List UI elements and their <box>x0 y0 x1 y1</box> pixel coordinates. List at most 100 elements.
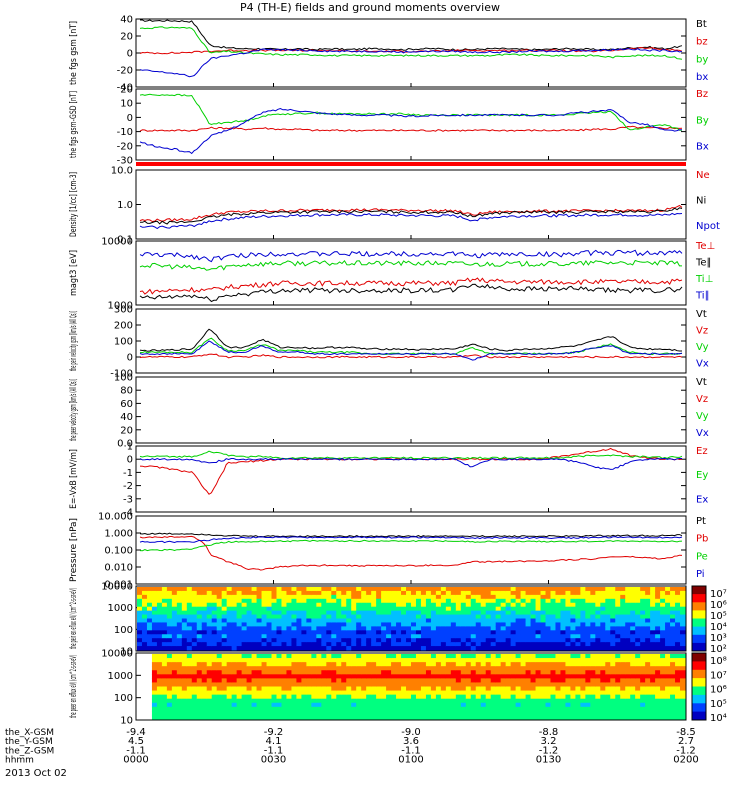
legend-Pt: Pt <box>696 516 706 527</box>
y-tick-label: -100 <box>110 369 133 380</box>
y-tick-label: 20 <box>120 85 133 96</box>
legend-Vz: Vz <box>696 325 708 336</box>
y-tick-label: 40 <box>120 15 133 26</box>
x-axis-row-label: hhmm <box>5 756 34 766</box>
spectrogram <box>137 587 686 651</box>
legend-by: by <box>696 54 708 65</box>
y-tick-label: 0 <box>127 353 133 364</box>
series-line-Pe <box>139 539 683 552</box>
legend-Te∥: Te∥ <box>695 257 712 268</box>
colorbar-tick-label: 10⁴ <box>710 713 727 724</box>
colorbar-tick-label: 10⁴ <box>710 622 727 633</box>
y-tick-label: 1.0 <box>117 200 133 211</box>
y-tick-label: 80 <box>120 386 133 397</box>
series-line-Ni <box>139 207 683 225</box>
panel-frame <box>135 376 687 444</box>
legend-Ey: Ey <box>696 470 708 481</box>
x-axis-value: -9.0 <box>401 727 421 738</box>
y-tick-label: 1000 <box>108 603 133 614</box>
legend-Pe: Pe <box>696 551 708 562</box>
y-tick-label: 20 <box>120 32 133 43</box>
y-tick-label: 60 <box>120 399 133 410</box>
status-bar <box>136 162 686 166</box>
series-line-Bt <box>140 19 683 51</box>
panel-frame <box>135 515 687 585</box>
series-line-Ti∥ <box>139 249 683 263</box>
legend-Bt: Bt <box>696 19 707 30</box>
x-axis-value: 4.1 <box>266 736 282 747</box>
series-line-Ti⊥ <box>139 259 682 271</box>
legend-Te⊥: Te⊥ <box>695 241 715 252</box>
x-axis-value: -1.1 <box>264 745 284 756</box>
legend-Ez: Ez <box>696 446 708 457</box>
series-line-by <box>139 26 683 60</box>
legend-Pi: Pi <box>696 569 705 580</box>
y-tick-label: -3 <box>123 494 133 505</box>
y-tick-label: -40 <box>117 83 133 94</box>
y-tick-label: 0.001 <box>104 580 133 591</box>
x-axis-value: 0130 <box>536 755 561 766</box>
y-tick-label: 40 <box>120 412 133 423</box>
panel-ylabel: Pressure [nPa] <box>69 518 79 582</box>
x-axis-value: 0030 <box>261 755 286 766</box>
y-tick-label: -1 <box>123 468 133 479</box>
y-tick-label: 20 <box>120 425 133 436</box>
legend-bz: bz <box>696 37 708 48</box>
y-tick-label: 10 <box>120 716 133 727</box>
y-tick-label: -10 <box>117 127 133 138</box>
series-line-Te∥ <box>139 283 683 303</box>
series-line-Bz <box>139 125 683 132</box>
y-tick-label: -30 <box>117 156 133 167</box>
panel-frame <box>135 169 687 240</box>
y-tick-label: 0.010 <box>104 563 133 574</box>
colorbar-tick-label: 10⁶ <box>710 600 727 611</box>
series-line-Vz <box>139 353 683 359</box>
series-line-Vx <box>139 340 683 361</box>
series-line-Bx <box>139 107 683 155</box>
y-tick-label: 10000 <box>101 649 133 660</box>
panel-ylabel: magt3 [eV] <box>69 250 79 296</box>
x-axis-value: 0200 <box>673 755 698 766</box>
panel-ylabel: the peir velocity gsm [km/s (All Qs)] <box>69 311 79 371</box>
colorbar-tick-label: 10⁵ <box>710 699 727 710</box>
y-tick-label: -20 <box>117 141 133 152</box>
series-line-Vt <box>139 328 682 352</box>
legend-Ne: Ne <box>696 170 710 181</box>
x-axis-value: 3.6 <box>403 736 419 747</box>
panel-ylabel: the peer velocity gsm [km/s (All Qs)] <box>69 379 79 441</box>
series-line-Pi <box>139 536 683 544</box>
legend-Vy: Vy <box>696 342 709 353</box>
y-tick-label: 1.000 <box>104 529 133 540</box>
series-line-bx <box>139 47 683 78</box>
colorbar-tick-label: 10⁷ <box>710 589 727 600</box>
y-tick-label: 0 <box>127 49 133 60</box>
y-tick-label: 0 <box>127 113 133 124</box>
y-tick-label: 0.100 <box>104 546 133 557</box>
x-axis-value: -9.2 <box>264 727 284 738</box>
y-tick-label: 10.000 <box>98 512 133 523</box>
x-axis-value: -1.1 <box>401 745 421 756</box>
y-tick-label: 300 <box>114 305 133 316</box>
legend-bx: bx <box>696 72 708 83</box>
legend-Ti∥: Ti∥ <box>695 290 710 301</box>
legend-Ex: Ex <box>696 494 708 505</box>
x-axis-value: 0100 <box>398 755 423 766</box>
colorbar-tick-label: 10⁶ <box>710 685 727 696</box>
y-tick-label: 100 <box>114 337 133 348</box>
panel-frame <box>135 18 687 88</box>
y-tick-label: -2 <box>123 481 133 492</box>
y-tick-label: 0.1 <box>117 235 133 246</box>
y-tick-label: 1 <box>127 442 133 453</box>
panel-ylabel: the peir en eflux eV/ (cm^2-s-sr-eV) <box>69 588 79 649</box>
panel-ylabel: E=-VxB [mV/m] <box>69 449 79 509</box>
x-axis-value: -8.5 <box>676 727 696 738</box>
x-axis-value: 3.2 <box>541 736 557 747</box>
x-axis-value: 2.7 <box>678 736 694 747</box>
legend-Vz: Vz <box>696 394 708 405</box>
colorbar-tick-label: 10⁵ <box>710 611 727 622</box>
colorbar-tick-label: 10³ <box>710 633 727 644</box>
legend-Vt: Vt <box>696 377 707 388</box>
x-axis-row-label: the_X-GSM <box>5 728 54 738</box>
legend-Npot: Npot <box>696 221 720 232</box>
colorbar <box>691 585 707 652</box>
